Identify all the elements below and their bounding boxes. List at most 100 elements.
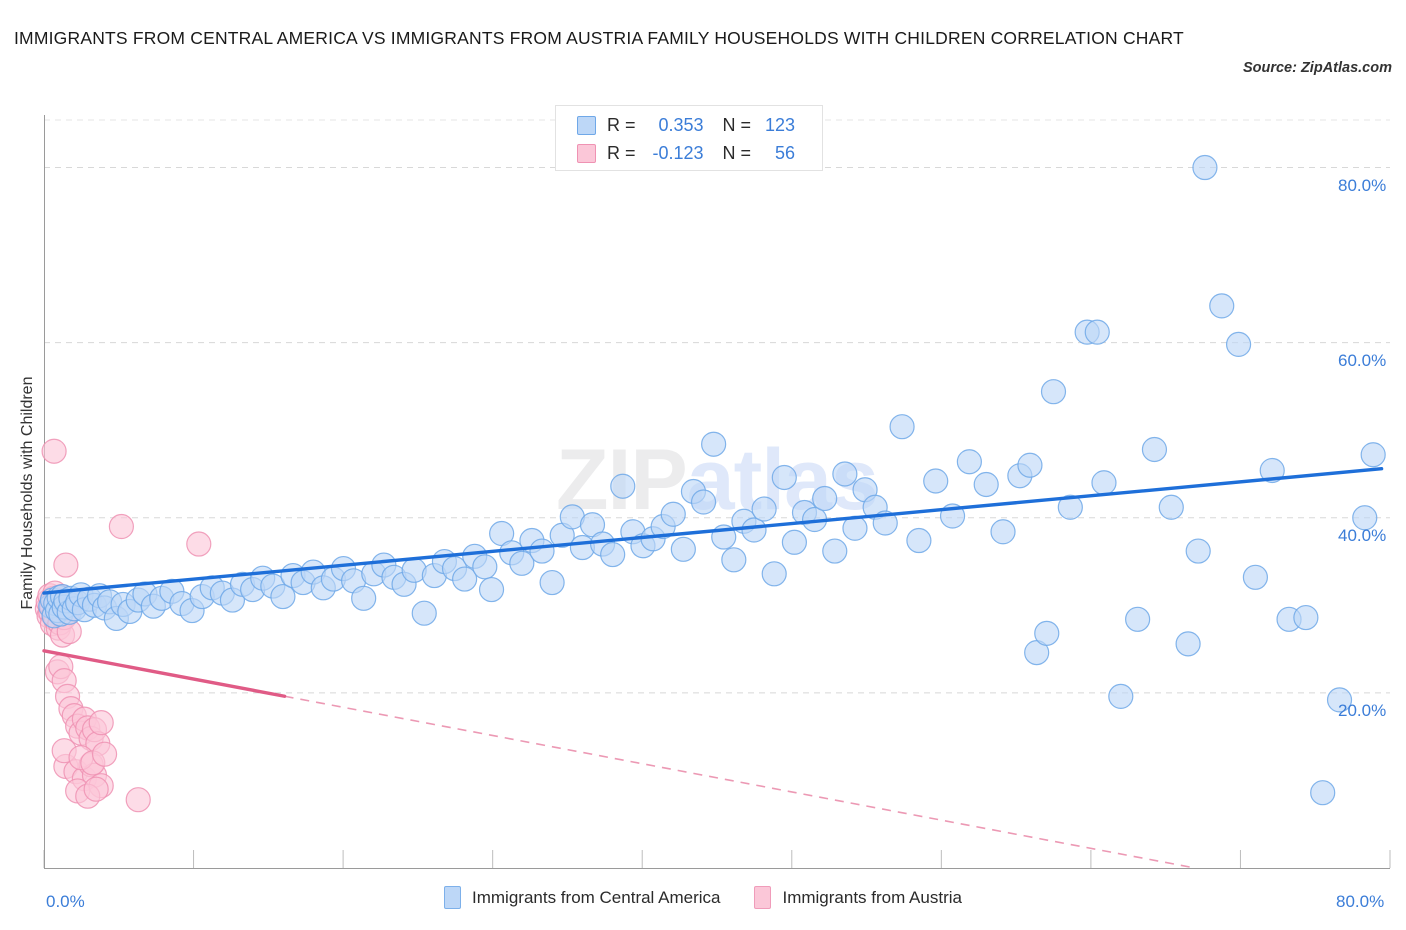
y-tick-label-40: 40.0%: [1338, 525, 1387, 545]
scatter-point: [1352, 505, 1378, 531]
trendline-central-america: [42, 467, 1384, 595]
scatter-point: [88, 710, 114, 736]
legend-label-central-america: Immigrants from Central America: [472, 887, 721, 907]
n-label-pink: N =: [722, 142, 752, 163]
scatter-points-central-america: [38, 154, 1386, 806]
legend-marker-austria-icon: [754, 886, 772, 909]
scatter-point: [452, 566, 478, 592]
scatter-point: [125, 787, 151, 813]
legend-item-austria[interactable]: Immigrants from Austria: [754, 886, 962, 909]
legend-item-central-america[interactable]: Immigrants from Central America: [444, 886, 720, 909]
r-value-pink: -0.123: [652, 142, 704, 163]
scatter-point: [1192, 154, 1218, 181]
y-tick-label-80: 80.0%: [1338, 175, 1387, 195]
x-axis-min-label: 0.0%: [46, 892, 85, 911]
legend-swatch-pink-icon: [577, 143, 596, 163]
scatter-point: [812, 485, 838, 512]
scatter-point: [771, 464, 797, 491]
scatter-point: [1259, 457, 1285, 484]
scatter-point: [186, 531, 212, 557]
scatter-point: [1242, 564, 1269, 590]
scatter-point: [781, 529, 807, 555]
scatter-point: [53, 552, 79, 578]
scatter-point: [973, 471, 999, 498]
scatter-point: [660, 501, 686, 527]
r-value-blue: 0.353: [658, 114, 704, 135]
trendline-austria: [42, 649, 1196, 869]
scatter-point: [1209, 293, 1235, 319]
scatter-point: [1185, 538, 1211, 564]
scatter-point: [1175, 631, 1201, 657]
scatter-point: [1293, 604, 1319, 631]
scatter-point: [600, 541, 626, 568]
scatter-point: [1034, 620, 1060, 646]
scatter-point: [1360, 442, 1386, 468]
scatter-point: [670, 536, 696, 562]
scatter-point: [1158, 494, 1184, 520]
trendline-pink-solid: [42, 649, 287, 698]
scatter-point: [610, 473, 636, 499]
scatter-point: [1091, 470, 1117, 496]
scatter-point: [1040, 379, 1067, 405]
legend-label-austria: Immigrants from Austria: [782, 887, 962, 907]
scatter-point: [1125, 606, 1151, 632]
scatter-point: [472, 554, 498, 580]
scatter-point: [751, 496, 777, 522]
correlation-row-central-america: R = 0.353 N = 123: [556, 111, 822, 139]
scatter-point: [91, 741, 118, 767]
page-title: IMMIGRANTS FROM CENTRAL AMERICA VS IMMIG…: [14, 28, 1184, 48]
series-legend: Immigrants from Central America Immigran…: [0, 886, 1406, 909]
x-axis-max-label: 80.0%: [1336, 892, 1385, 911]
scatter-point: [270, 583, 296, 610]
y-axis-title: Family Households with Children: [19, 376, 36, 610]
n-value-pink: 56: [775, 142, 796, 163]
correlation-legend: R = 0.353 N = 123 R = -0.123 N = 56: [555, 105, 823, 171]
scatter-point: [1108, 683, 1134, 709]
scatter-point: [509, 550, 535, 576]
scatter-point: [990, 519, 1016, 545]
scatter-point: [721, 547, 747, 573]
trendline-blue: [42, 467, 1384, 595]
scatter-point: [956, 449, 982, 475]
n-label-blue: N =: [722, 114, 752, 135]
scatter-point: [351, 585, 377, 611]
scatter-point: [906, 527, 932, 554]
n-value-blue: 123: [764, 114, 796, 135]
scatter-point: [690, 489, 717, 515]
legend-swatch-blue-icon: [577, 115, 596, 135]
x-axis-ticks: [43, 850, 1391, 868]
scatter-point: [108, 513, 134, 540]
r-label-pink: R =: [607, 142, 636, 163]
scatter-point: [83, 776, 109, 802]
scatter-point: [1017, 452, 1043, 478]
scatter-point: [822, 538, 848, 564]
scatter-point: [741, 517, 767, 543]
scatter-point: [539, 569, 565, 596]
trendline-pink-dashed: [284, 695, 1196, 869]
r-label-blue: R =: [607, 114, 636, 135]
scatter-point: [1141, 436, 1168, 463]
scatter-point: [411, 600, 437, 626]
y-tick-label-20: 20.0%: [1338, 700, 1387, 720]
y-tick-label-60: 60.0%: [1338, 350, 1387, 370]
scatter-point: [529, 538, 555, 564]
chart-header: IMMIGRANTS FROM CENTRAL AMERICA VS IMMIG…: [0, 0, 1406, 96]
scatter-point: [1225, 331, 1252, 358]
source-label: Source: ZipAtlas.com: [1242, 60, 1392, 76]
scatter-point: [1084, 319, 1110, 345]
scatter-point: [701, 431, 727, 457]
legend-marker-central-america-icon: [444, 886, 462, 909]
scatter-point: [478, 576, 505, 603]
scatter-point: [889, 414, 915, 440]
scatter-point: [832, 461, 858, 487]
correlation-row-austria: R = -0.123 N = 56: [556, 139, 822, 167]
scatter-point: [41, 438, 67, 464]
scatter-point: [1310, 780, 1336, 806]
scatter-point: [923, 468, 949, 494]
scatter-point: [761, 561, 787, 587]
scatter-point: [1326, 687, 1353, 713]
gridlines: [44, 119, 1390, 694]
scatter-point: [1057, 494, 1083, 520]
